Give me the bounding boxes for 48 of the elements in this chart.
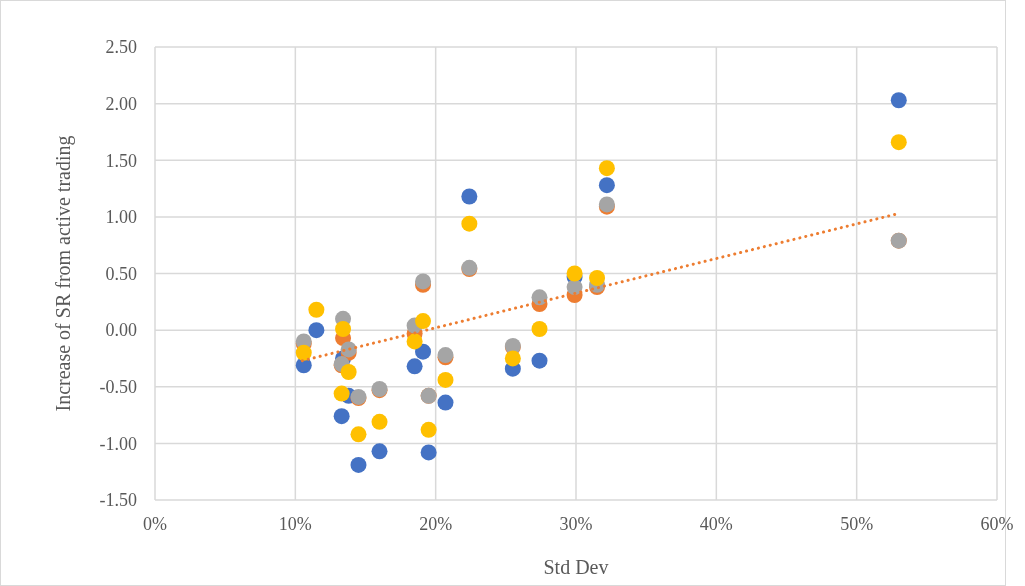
point <box>437 371 454 388</box>
point <box>531 320 548 337</box>
point <box>531 289 548 306</box>
y-tick-label: 2.00 <box>105 93 137 114</box>
y-tick-label: -0.50 <box>99 377 137 398</box>
point <box>531 352 548 369</box>
point <box>350 426 367 443</box>
point <box>295 344 312 361</box>
point <box>340 364 357 381</box>
point <box>437 394 454 411</box>
point <box>406 358 423 375</box>
y-tick-label: 0.00 <box>105 320 137 341</box>
point <box>420 421 437 438</box>
point <box>461 215 478 232</box>
x-tick-label: 10% <box>278 514 312 534</box>
point <box>333 408 350 425</box>
point <box>350 456 367 473</box>
x-tick-label: 0% <box>143 514 167 534</box>
y-tick-label: 2.50 <box>105 37 137 58</box>
x-tick-label: 20% <box>419 514 453 534</box>
y-tick-label: 1.50 <box>105 150 137 171</box>
point <box>504 350 521 367</box>
point <box>371 443 388 460</box>
point <box>308 301 325 318</box>
point <box>461 188 478 205</box>
y-tick-label: -1.50 <box>99 490 137 511</box>
x-tick-label: 60% <box>980 514 1014 534</box>
x-tick-label: 30% <box>559 514 593 534</box>
y-tick-label: 1.00 <box>105 207 137 228</box>
y-axis-title: Increase of SR from active trading <box>52 135 75 412</box>
point <box>598 160 615 177</box>
point <box>415 313 432 330</box>
point <box>420 444 437 461</box>
point <box>890 134 907 151</box>
x-axis-title: Std Dev <box>543 556 609 578</box>
point <box>335 320 352 337</box>
point <box>589 270 606 287</box>
y-tick-label: 0.50 <box>105 263 137 284</box>
point <box>333 385 350 402</box>
point <box>406 333 423 350</box>
point <box>598 177 615 194</box>
point <box>415 343 432 360</box>
x-tick-label: 40% <box>699 514 733 534</box>
point <box>308 322 325 339</box>
point <box>371 413 388 430</box>
point <box>890 92 907 109</box>
x-tick-label: 50% <box>840 514 874 534</box>
y-tick-label: -1.00 <box>99 433 137 454</box>
